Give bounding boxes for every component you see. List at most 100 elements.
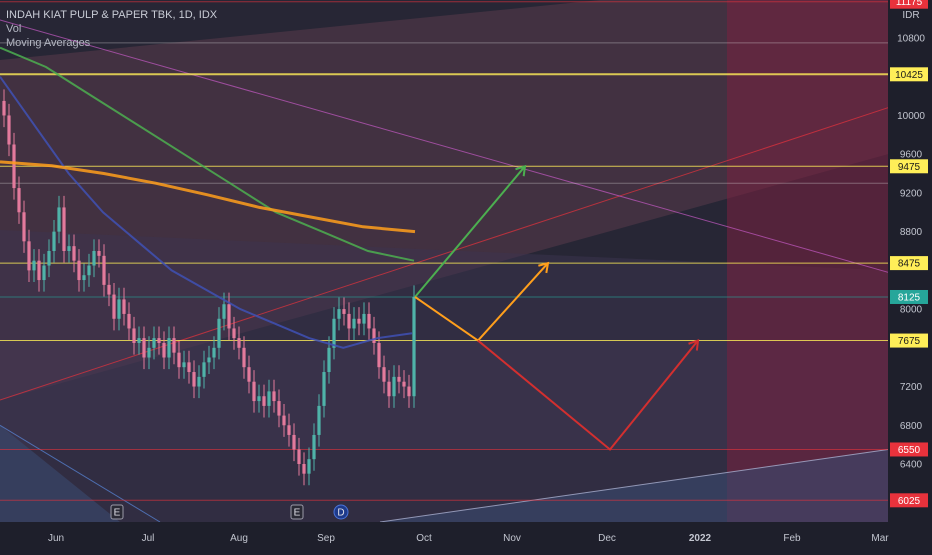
candle-23: [117, 299, 121, 319]
price-tag-5: [890, 333, 928, 348]
y-tick-label-3: 9200: [900, 188, 923, 199]
y-tick-label-7: 6800: [900, 421, 923, 432]
x-tick-label-5: Nov: [503, 533, 521, 544]
candle-33: [167, 338, 171, 358]
candle-24: [122, 299, 126, 314]
earnings-marker-0: [110, 504, 124, 520]
lower-trendline: [0, 424, 161, 523]
symbol-title: INDAH KIAT PULP & PAPER TBK, 1D, IDX: [6, 9, 218, 21]
x-tick-label-6: Dec: [598, 533, 616, 544]
candle-59: [297, 449, 301, 464]
candle-41: [207, 357, 211, 363]
price-tag-1: [890, 67, 928, 82]
candle-45: [227, 304, 231, 329]
x-tick-label-9: Mar: [871, 533, 889, 544]
y-tick-label-8: 6400: [900, 460, 923, 471]
candle-12: [62, 207, 66, 251]
candle-81: [407, 386, 411, 397]
price-tag-label-2: 9475: [898, 162, 921, 173]
candle-28: [142, 338, 146, 358]
candle-64: [322, 372, 326, 406]
earnings-marker-1: [290, 504, 304, 520]
candle-75: [377, 342, 381, 368]
y-tick-label-1: 10000: [897, 111, 925, 122]
candle-48: [242, 347, 246, 368]
projection-arrowhead-1: [538, 261, 550, 274]
candle-72: [362, 313, 366, 324]
candle-73: [367, 313, 371, 329]
candle-46: [232, 328, 236, 339]
candle-29: [147, 347, 151, 358]
candle-58: [292, 434, 296, 450]
candle-54: [272, 391, 276, 402]
y-tick-label-2: 9600: [900, 150, 923, 161]
projection-arrowhead-2: [688, 339, 700, 351]
price-tag-0: [890, 0, 928, 9]
candle-71: [357, 318, 361, 324]
candle-34: [172, 338, 176, 353]
y-tick-label-5: 8000: [900, 305, 923, 316]
x-tick-label-2: Aug: [230, 533, 248, 544]
candle-3: [17, 188, 21, 213]
price-tag-label-0: 11175: [896, 0, 923, 8]
projection-arrow-2: [477, 339, 699, 451]
candle-1: [7, 115, 11, 145]
candle-37: [187, 362, 191, 373]
candle-5: [27, 241, 31, 271]
candle-0: [2, 100, 6, 116]
event-marker-label-0: E: [114, 508, 121, 519]
price-tag-4: [890, 289, 928, 304]
y-tick-label-6: 7200: [900, 382, 923, 393]
y-tick-label-0: 10800: [897, 34, 925, 45]
chart-legend: INDAH KIAT PULP & PAPER TBK, 1D, IDX Vol…: [6, 8, 217, 50]
candle-61: [307, 459, 311, 474]
candle-8: [42, 265, 46, 281]
candle-35: [177, 352, 181, 368]
time-axis: [0, 522, 932, 550]
candle-27: [137, 338, 141, 343]
price-tag-label-5: 7675: [898, 336, 921, 347]
candle-76: [382, 367, 386, 382]
moving-averages-label: Moving Averages: [6, 37, 91, 49]
price-tag-label-3: 8475: [898, 259, 921, 270]
candle-51: [257, 396, 261, 402]
candle-44: [222, 304, 226, 319]
candle-66: [332, 318, 336, 348]
candle-70: [352, 318, 356, 329]
candle-22: [112, 294, 116, 319]
candle-39: [197, 376, 201, 387]
candle-16: [82, 275, 86, 281]
candle-19: [97, 251, 101, 256]
candle-63: [317, 405, 321, 435]
future-zone: [727, 0, 888, 522]
y-tick-label-4: 8800: [900, 227, 923, 238]
event-marker-label-2: D: [337, 508, 344, 519]
price-tag-label-1: 10425: [895, 70, 923, 81]
candle-11: [57, 207, 61, 232]
candle-20: [102, 255, 106, 285]
price-tag-3: [890, 256, 928, 271]
projection-arrow-0: [414, 165, 526, 298]
candle-43: [217, 318, 221, 348]
candle-30: [152, 338, 156, 348]
moving-average-line-0: [0, 76, 413, 349]
candle-55: [277, 401, 281, 416]
candle-57: [287, 425, 291, 435]
candle-6: [32, 260, 36, 271]
candle-78: [392, 376, 396, 397]
lower-support-trendline: [379, 448, 889, 523]
candle-7: [37, 260, 41, 281]
x-tick-label-0: Jun: [48, 533, 64, 544]
candle-69: [347, 313, 351, 329]
currency-label: IDR: [902, 10, 919, 21]
dividend-marker-2: [333, 504, 349, 520]
candle-4: [22, 212, 26, 242]
projection-arrowhead-0: [515, 164, 527, 177]
candle-38: [192, 372, 196, 387]
candle-40: [202, 362, 206, 377]
candle-10: [52, 231, 56, 251]
candle-67: [337, 309, 341, 319]
candle-47: [237, 338, 241, 348]
